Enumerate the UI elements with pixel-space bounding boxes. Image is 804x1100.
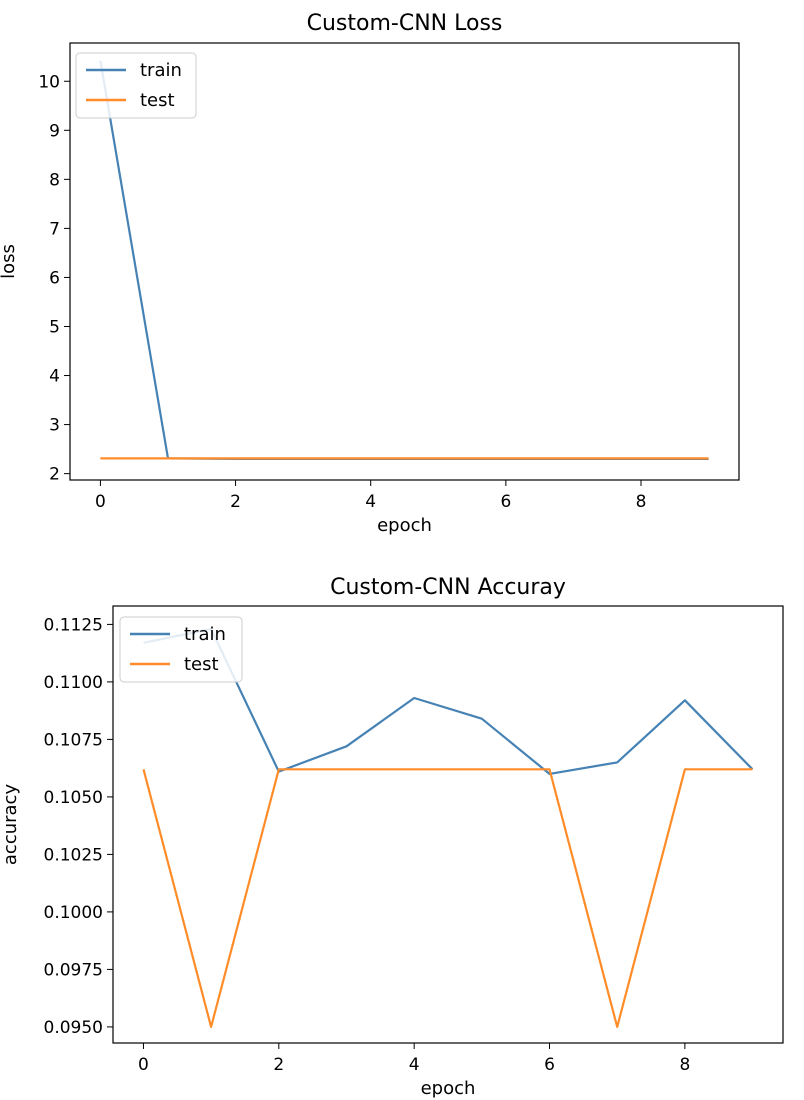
chart-0: Custom-CNN Loss 0 2 4 6 8 2 3 4 5 6 7 8 9 10 epoch loss t…	[0, 11, 740, 536]
y-tick-label: 6	[49, 268, 60, 288]
y-tick-label: 0.1050	[44, 788, 103, 808]
x-tick-label: 2	[230, 492, 241, 512]
x-tick-label: 2	[273, 1055, 284, 1075]
legend: train test	[119, 616, 243, 683]
x-tick-label: 6	[544, 1055, 555, 1075]
x-tick-label: 8	[679, 1055, 690, 1075]
series-line-test	[142, 768, 753, 1029]
x-tick-label: 0	[95, 492, 106, 512]
y-tick-label: 5	[49, 317, 60, 337]
y-axis-label: accuracy	[0, 784, 21, 866]
x-tick-label: 6	[500, 492, 511, 512]
plot-frame	[69, 42, 740, 481]
x-tick-label: 8	[636, 492, 647, 512]
legend-label-test: test	[184, 654, 219, 675]
x-axis-label: epoch	[377, 515, 432, 536]
chart-title: Custom-CNN Loss	[307, 11, 503, 36]
x-tick-label: 4	[365, 492, 376, 512]
y-tick-label: 0.1100	[44, 673, 103, 693]
y-tick-label: 3	[49, 416, 60, 436]
y-tick-label: 0.1075	[44, 730, 103, 750]
y-tick-label: 10	[38, 72, 60, 92]
y-axis-label: loss	[0, 244, 19, 279]
legend-label-train: train	[184, 624, 226, 645]
y-tick-label: 0.1125	[44, 615, 103, 635]
y-tick-label: 0.1025	[44, 845, 103, 865]
series-line-train	[99, 60, 709, 460]
y-tick-label: 8	[49, 170, 60, 190]
legend: train test	[75, 52, 197, 119]
y-tick-label: 0.0975	[44, 960, 103, 980]
y-tick-label: 0.1000	[44, 903, 103, 923]
y-tick-label: 4	[49, 367, 60, 387]
chart-title: Custom-CNN Accuray	[330, 575, 566, 600]
y-tick-label: 9	[49, 121, 60, 141]
series-line-train	[143, 627, 754, 776]
legend-label-test: test	[140, 90, 175, 111]
y-tick-label: 0.0950	[44, 1018, 103, 1038]
x-tick-label: 0	[138, 1055, 149, 1075]
chart-1: Custom-CNN Accuray 0 2 4 6 8 0.0950 0.0975 0.100…	[0, 575, 784, 1099]
y-tick-label: 2	[49, 465, 60, 485]
plot-frame	[112, 605, 784, 1044]
legend-label-train: train	[140, 60, 182, 81]
x-tick-label: 4	[409, 1055, 420, 1075]
y-tick-label: 7	[49, 219, 60, 239]
x-axis-label: epoch	[421, 1078, 476, 1099]
